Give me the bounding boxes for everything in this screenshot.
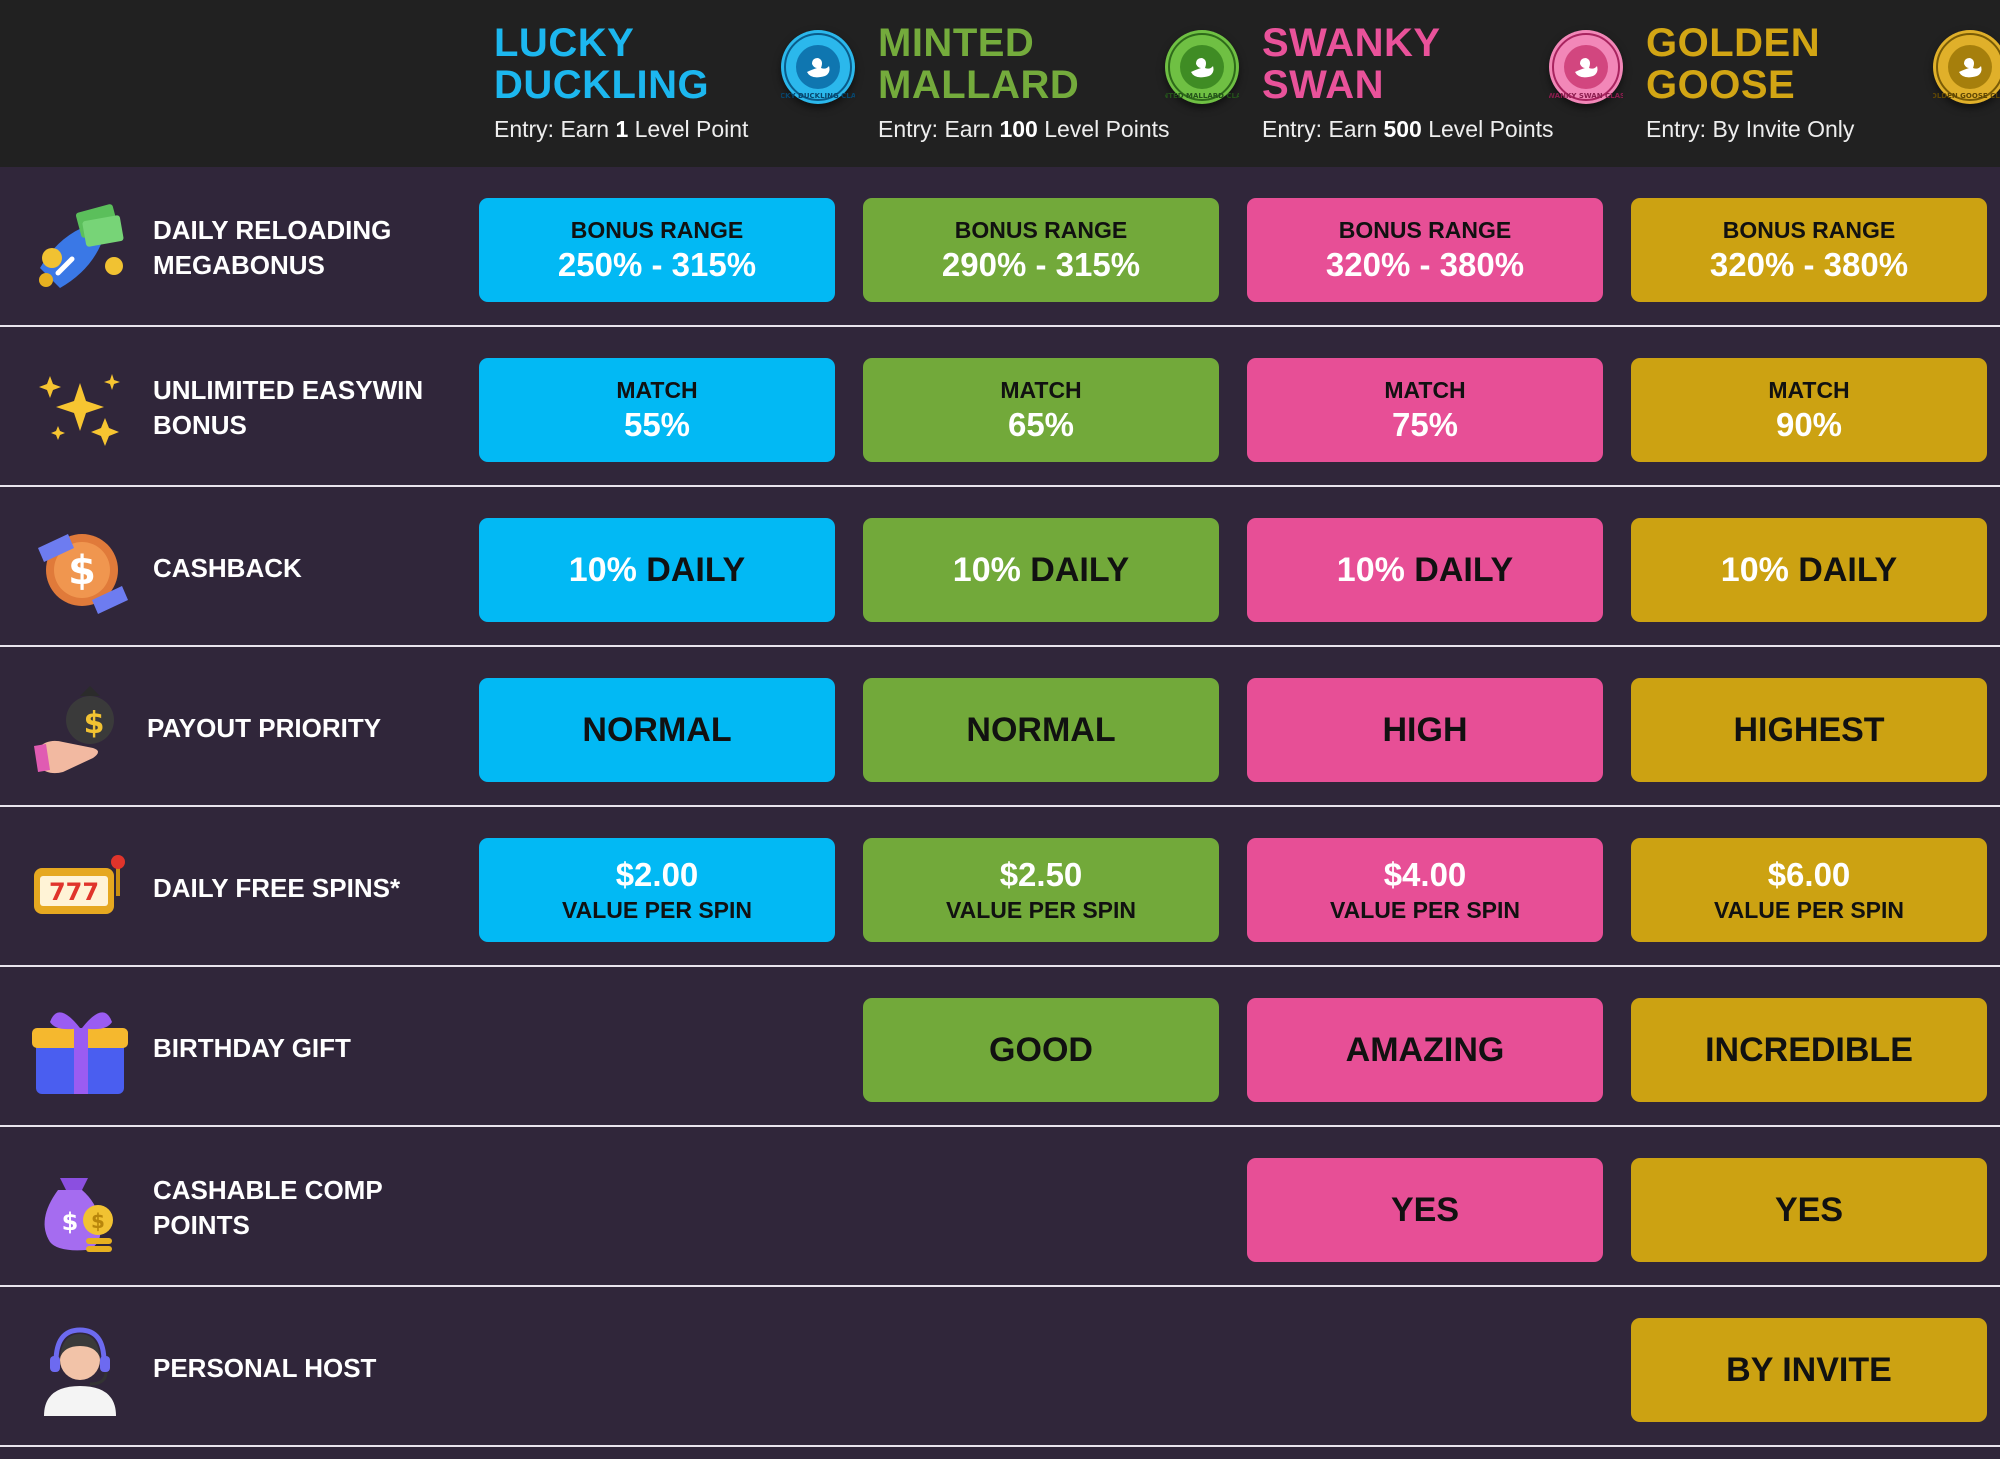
cell-minted-easywin: MATCH 65% <box>863 358 1219 462</box>
row-label: DAILY RELOADING MEGABONUS <box>153 215 392 280</box>
cell-golden-easywin: MATCH 90% <box>1631 358 1987 462</box>
cell-swanky-spins: $4.00 VALUE PER SPIN <box>1247 838 1603 942</box>
swanky-swan-badge-icon: SWANKY SWAN CLASS <box>1542 30 1630 104</box>
row-daily-free-spins: 777 DAILY FREE SPINS* $2.00 VALUE PER SPI… <box>0 809 2000 967</box>
cell-golden-birthday: INCREDIBLE <box>1631 998 1987 1102</box>
row-cashable-comp-points: $ $ CASHABLE COMP POINTS YES YES <box>0 1129 2000 1287</box>
tier-entry: Entry: Earn 500 Level Points <box>1262 116 1554 142</box>
row-label: CASHBACK <box>153 552 302 583</box>
row-label: DAILY FREE SPINS* <box>153 872 401 903</box>
cell-minted-spins: $2.50 VALUE PER SPIN <box>863 838 1219 942</box>
row-unlimited-easywin-bonus: UNLIMITED EASYWIN BONUS MATCH 55% MATCH 65… <box>0 329 2000 487</box>
tier-name: GOLDEN GOOSE <box>1646 21 1821 107</box>
cell-lucky-megabonus: BONUS RANGE 250% - 315% <box>479 198 835 302</box>
cell-lucky-payout: NORMAL <box>479 678 835 782</box>
gift-box-icon <box>30 998 130 1098</box>
svg-text:777: 777 <box>49 878 99 906</box>
minted-mallard-badge-icon: MINTED MALLARD CLASS <box>1153 30 1251 104</box>
row-birthday-gift: BIRTHDAY GIFT GOOD AMAZING INCREDIBLE <box>0 969 2000 1127</box>
svg-text:$: $ <box>68 548 96 594</box>
svg-text:LUCKY DUCKLING CLASS: LUCKY DUCKLING CLASS <box>781 92 855 100</box>
cell-swanky-cashback: 10% DAILY <box>1247 518 1603 622</box>
cell-lucky-spins: $2.00 VALUE PER SPIN <box>479 838 835 942</box>
tier-minted-mallard: MINTED MALLARD Entry: Earn 100 Level Poi… <box>871 0 1251 167</box>
row-payout-priority: $ PAYOUT PRIORITY NORMAL NORMAL HIGH HIG… <box>0 649 2000 807</box>
cell-lucky-cashback: 10% DAILY <box>479 518 835 622</box>
cell-golden-megabonus: BONUS RANGE 320% - 380% <box>1631 198 1987 302</box>
tier-entry: Entry: Earn 1 Level Point <box>494 116 749 142</box>
svg-text:MINTED MALLARD CLASS: MINTED MALLARD CLASS <box>1165 92 1239 100</box>
headset-host-icon <box>30 1318 130 1418</box>
money-rocket-icon <box>30 198 130 298</box>
cell-golden-host: BY INVITE <box>1631 1318 1987 1422</box>
row-label: PERSONAL HOST <box>153 1352 377 1383</box>
cell-golden-spins: $6.00 VALUE PER SPIN <box>1631 838 1987 942</box>
lucky-duckling-badge-icon: LUCKY DUCKLING CLASS <box>770 30 866 104</box>
golden-goose-badge-icon: GOLDEN GOOSE CLASS <box>1925 30 2000 104</box>
svg-text:GOLDEN GOOSE CLASS: GOLDEN GOOSE CLASS <box>1933 92 2000 100</box>
svg-text:$: $ <box>84 706 105 741</box>
cell-minted-birthday: GOOD <box>863 998 1219 1102</box>
tier-swanky-swan: SWANKY SWAN Entry: Earn 500 Level Points… <box>1255 0 1630 167</box>
tier-entry: Entry: By Invite Only <box>1646 116 1855 142</box>
sparkles-icon <box>30 358 130 458</box>
tier-golden-goose: GOLDEN GOOSE Entry: By Invite Only GOLDE… <box>1639 0 2000 167</box>
row-cashback: $ CASHBACK 10% DAILY 10% DAILY 10% DAILY… <box>0 489 2000 647</box>
cell-golden-cashback: 10% DAILY <box>1631 518 1987 622</box>
cell-minted-cashback: 10% DAILY <box>863 518 1219 622</box>
cell-swanky-easywin: MATCH 75% <box>1247 358 1603 462</box>
cell-minted-megabonus: BONUS RANGE 290% - 315% <box>863 198 1219 302</box>
tier-header: LUCKY DUCKLING Entry: Earn 1 Level Point… <box>0 0 2000 167</box>
tier-entry: Entry: Earn 100 Level Points <box>878 116 1170 142</box>
row-personal-host: PERSONAL HOST BY INVITE <box>0 1289 2000 1447</box>
slot-machine-icon: 777 <box>30 838 130 938</box>
tier-name: MINTED MALLARD <box>878 21 1080 107</box>
money-bag-hand-icon: $ <box>30 678 130 778</box>
coin-bag-icon: $ $ <box>30 1158 130 1258</box>
cell-golden-comp: YES <box>1631 1158 1987 1262</box>
cell-golden-payout: HIGHEST <box>1631 678 1987 782</box>
cell-swanky-megabonus: BONUS RANGE 320% - 380% <box>1247 198 1603 302</box>
cell-minted-payout: NORMAL <box>863 678 1219 782</box>
tier-name: SWANKY SWAN <box>1262 21 1441 107</box>
row-label: BIRTHDAY GIFT <box>153 1032 351 1063</box>
svg-text:$: $ <box>62 1208 79 1236</box>
dollar-coin-icon: $ <box>30 518 130 618</box>
svg-text:SWANKY SWAN CLASS: SWANKY SWAN CLASS <box>1549 92 1623 100</box>
row-label: UNLIMITED EASYWIN BONUS <box>153 375 424 440</box>
svg-text:$: $ <box>91 1209 105 1233</box>
row-label: CASHABLE COMP POINTS <box>153 1175 383 1240</box>
tier-name: LUCKY DUCKLING <box>494 21 710 107</box>
row-daily-reloading-megabonus: DAILY RELOADING MEGABONUS BONUS RANGE 250… <box>0 169 2000 327</box>
cell-lucky-easywin: MATCH 55% <box>479 358 835 462</box>
cell-swanky-payout: HIGH <box>1247 678 1603 782</box>
tier-lucky-duckling: LUCKY DUCKLING Entry: Earn 1 Level Point… <box>487 0 866 167</box>
cell-swanky-comp: YES <box>1247 1158 1603 1262</box>
cell-swanky-birthday: AMAZING <box>1247 998 1603 1102</box>
row-label: PAYOUT PRIORITY <box>147 712 382 743</box>
